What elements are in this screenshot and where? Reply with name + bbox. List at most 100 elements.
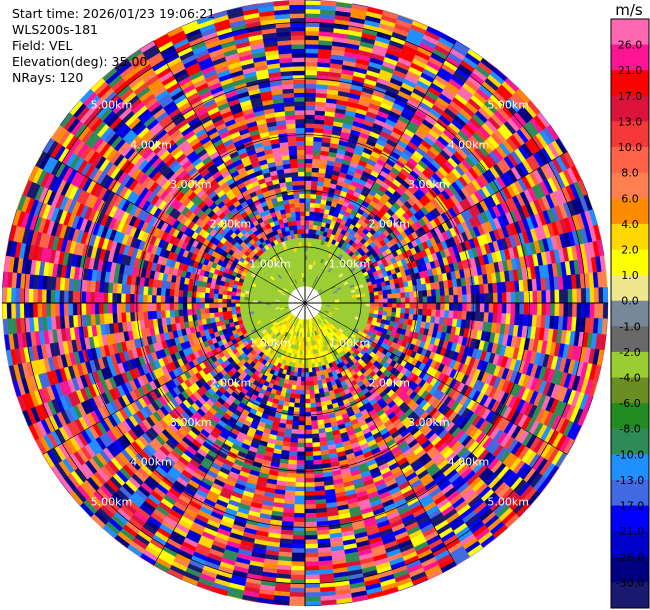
velocity-gate — [312, 446, 321, 452]
velocity-gate — [426, 289, 432, 297]
velocity-gate — [391, 302, 397, 308]
velocity-gate — [304, 39, 319, 45]
velocity-gate — [289, 592, 306, 598]
velocity-gate — [313, 127, 324, 134]
velocity-gate — [309, 215, 315, 221]
velocity-gate — [312, 149, 322, 156]
velocity-gate — [313, 389, 320, 395]
velocity-gate — [304, 455, 314, 461]
velocity-gate — [304, 206, 311, 212]
velocity-gate — [289, 600, 306, 606]
velocity-gate — [311, 437, 320, 443]
velocity-gate — [514, 302, 520, 315]
velocity-gate — [309, 385, 315, 391]
velocity-gate — [304, 372, 310, 378]
velocity-gate — [314, 397, 321, 404]
velocity-gate — [417, 308, 424, 316]
velocity-gate — [360, 296, 366, 301]
velocity-gate — [589, 302, 595, 319]
velocity-gate — [304, 394, 311, 400]
velocity-gate — [448, 310, 454, 319]
velocity-gate — [440, 302, 446, 311]
velocity-gate — [400, 297, 406, 304]
velocity-gate — [378, 306, 384, 312]
velocity-gate — [296, 451, 306, 457]
velocity-gate — [304, 79, 317, 85]
velocity-gate — [404, 291, 410, 298]
velocity-gate — [431, 295, 437, 304]
velocity-gate — [427, 302, 432, 310]
velocity-gate — [300, 385, 306, 391]
velocity-gate — [304, 583, 321, 589]
velocity-gate — [304, 123, 315, 129]
velocity-gate — [313, 459, 323, 465]
velocity-gate — [310, 415, 318, 422]
velocity-gate — [297, 442, 306, 448]
velocity-gate — [297, 438, 306, 444]
velocity-gate — [374, 295, 380, 300]
velocity-gate — [313, 472, 324, 479]
velocity-gate — [304, 543, 319, 549]
velocity-gate — [532, 290, 538, 304]
velocity-gate — [308, 220, 314, 226]
velocity-gate — [365, 306, 371, 310]
velocity-gate — [304, 429, 313, 435]
velocity-gate — [304, 220, 310, 225]
velocity-gate — [377, 290, 384, 296]
velocity-gate — [290, 565, 306, 571]
velocity-gate — [290, 570, 306, 576]
velocity-gate — [602, 302, 608, 319]
velocity-gate — [431, 302, 437, 311]
velocity-gate — [514, 291, 520, 304]
velocity-gate — [418, 302, 424, 310]
velocity-gate — [523, 302, 529, 315]
velocity-gate — [396, 302, 402, 309]
velocity-gate — [304, 44, 319, 50]
velocity-gate — [501, 302, 507, 314]
velocity-gate — [304, 26, 320, 32]
velocity-gate — [308, 372, 313, 378]
velocity-gate — [304, 127, 315, 133]
velocity-gate — [395, 292, 402, 299]
velocity-gate — [295, 473, 306, 479]
velocity-gate — [294, 398, 301, 404]
velocity-gate — [572, 288, 578, 304]
velocity-gate — [304, 363, 309, 369]
velocity-gate — [314, 393, 321, 399]
velocity-gate — [291, 543, 306, 549]
velocity-gate — [291, 548, 306, 554]
velocity-gate — [408, 313, 414, 321]
velocity-gate — [395, 287, 401, 294]
velocity-gate — [418, 296, 424, 304]
velocity-gate — [312, 145, 322, 151]
velocity-gate — [474, 311, 481, 322]
velocity-gate — [440, 295, 446, 304]
velocity-gate — [304, 4, 321, 10]
velocity-gate — [488, 292, 494, 304]
velocity-gate — [289, 446, 298, 452]
velocity-gate — [304, 233, 309, 239]
velocity-gate — [304, 70, 318, 76]
velocity-gate — [293, 517, 306, 523]
velocity-gate — [435, 309, 441, 318]
velocity-gate — [461, 311, 467, 321]
velocity-gate — [304, 411, 312, 417]
velocity-gate — [444, 310, 450, 319]
velocity-gate — [304, 171, 313, 177]
velocity-gate — [295, 482, 306, 488]
velocity-gate — [545, 289, 551, 304]
velocity-gate — [293, 508, 306, 514]
velocity-gate — [304, 600, 321, 606]
velocity-gate — [444, 302, 450, 311]
velocity-gate — [314, 202, 321, 209]
velocity-gate — [554, 289, 560, 304]
velocity-gate — [310, 184, 318, 191]
velocity-gate — [479, 302, 485, 313]
velocity-gate — [457, 294, 463, 304]
velocity-gate — [304, 88, 317, 94]
velocity-gate — [304, 92, 317, 98]
velocity-gate — [457, 302, 463, 312]
velocity-gate — [300, 381, 306, 386]
velocity-gate — [293, 521, 306, 527]
velocity-gate — [598, 287, 604, 304]
